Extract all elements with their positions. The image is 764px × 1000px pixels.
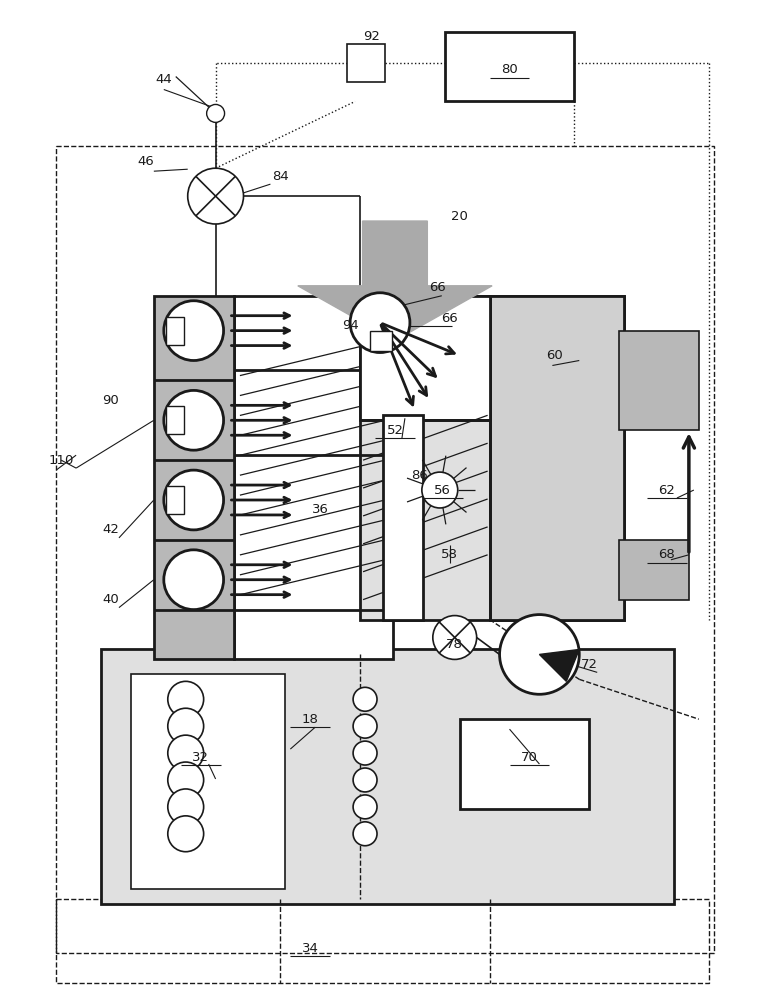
- Circle shape: [422, 472, 458, 508]
- Text: 18: 18: [302, 713, 319, 726]
- Circle shape: [353, 714, 377, 738]
- Text: 42: 42: [102, 523, 119, 536]
- Bar: [347, 44, 385, 82]
- Bar: [445, 32, 575, 101]
- Text: 86: 86: [412, 469, 429, 482]
- Text: 70: 70: [521, 751, 538, 764]
- Text: 44: 44: [155, 73, 172, 86]
- Text: 20: 20: [452, 210, 468, 223]
- Text: 72: 72: [581, 658, 597, 671]
- Text: 46: 46: [138, 155, 154, 168]
- Text: 78: 78: [446, 638, 463, 651]
- Text: 80: 80: [501, 63, 518, 76]
- Circle shape: [163, 470, 224, 530]
- Circle shape: [188, 168, 244, 224]
- Circle shape: [168, 681, 204, 717]
- Text: 92: 92: [364, 30, 380, 43]
- Bar: [360, 296, 490, 420]
- Bar: [57, 146, 714, 953]
- Circle shape: [353, 822, 377, 846]
- Text: 66: 66: [429, 281, 446, 294]
- Text: 52: 52: [387, 424, 403, 437]
- Text: 58: 58: [442, 548, 458, 561]
- Bar: [101, 649, 674, 904]
- Text: 90: 90: [102, 394, 119, 407]
- Text: 94: 94: [342, 319, 358, 332]
- Text: 34: 34: [302, 942, 319, 955]
- Circle shape: [163, 390, 224, 450]
- Text: 62: 62: [659, 484, 675, 497]
- Circle shape: [168, 816, 204, 852]
- Text: 110: 110: [48, 454, 74, 467]
- Bar: [131, 674, 285, 889]
- FancyArrow shape: [298, 221, 492, 341]
- Circle shape: [168, 735, 204, 771]
- Bar: [57, 899, 709, 983]
- Text: 56: 56: [435, 484, 452, 497]
- Bar: [619, 331, 699, 430]
- Circle shape: [353, 741, 377, 765]
- Bar: [154, 296, 234, 659]
- Circle shape: [353, 768, 377, 792]
- Bar: [370, 331, 392, 351]
- Circle shape: [500, 615, 579, 694]
- Text: 40: 40: [102, 593, 119, 606]
- Circle shape: [350, 293, 410, 353]
- Text: 68: 68: [659, 548, 675, 561]
- Text: 36: 36: [312, 503, 329, 516]
- Circle shape: [353, 795, 377, 819]
- Text: 66: 66: [442, 312, 458, 325]
- Circle shape: [168, 789, 204, 825]
- Circle shape: [163, 550, 224, 610]
- Bar: [166, 406, 183, 434]
- Text: 32: 32: [193, 751, 209, 764]
- Circle shape: [163, 301, 224, 361]
- Circle shape: [353, 687, 377, 711]
- Bar: [234, 296, 393, 659]
- Circle shape: [168, 762, 204, 798]
- Bar: [490, 296, 624, 620]
- Bar: [383, 415, 422, 620]
- Circle shape: [206, 104, 225, 122]
- Text: 60: 60: [546, 349, 563, 362]
- Bar: [166, 317, 183, 345]
- Circle shape: [433, 616, 477, 659]
- Text: 84: 84: [272, 170, 289, 183]
- Polygon shape: [539, 649, 579, 681]
- Bar: [460, 719, 589, 809]
- Bar: [360, 296, 624, 620]
- Bar: [619, 540, 689, 600]
- Bar: [166, 486, 183, 514]
- Circle shape: [168, 708, 204, 744]
